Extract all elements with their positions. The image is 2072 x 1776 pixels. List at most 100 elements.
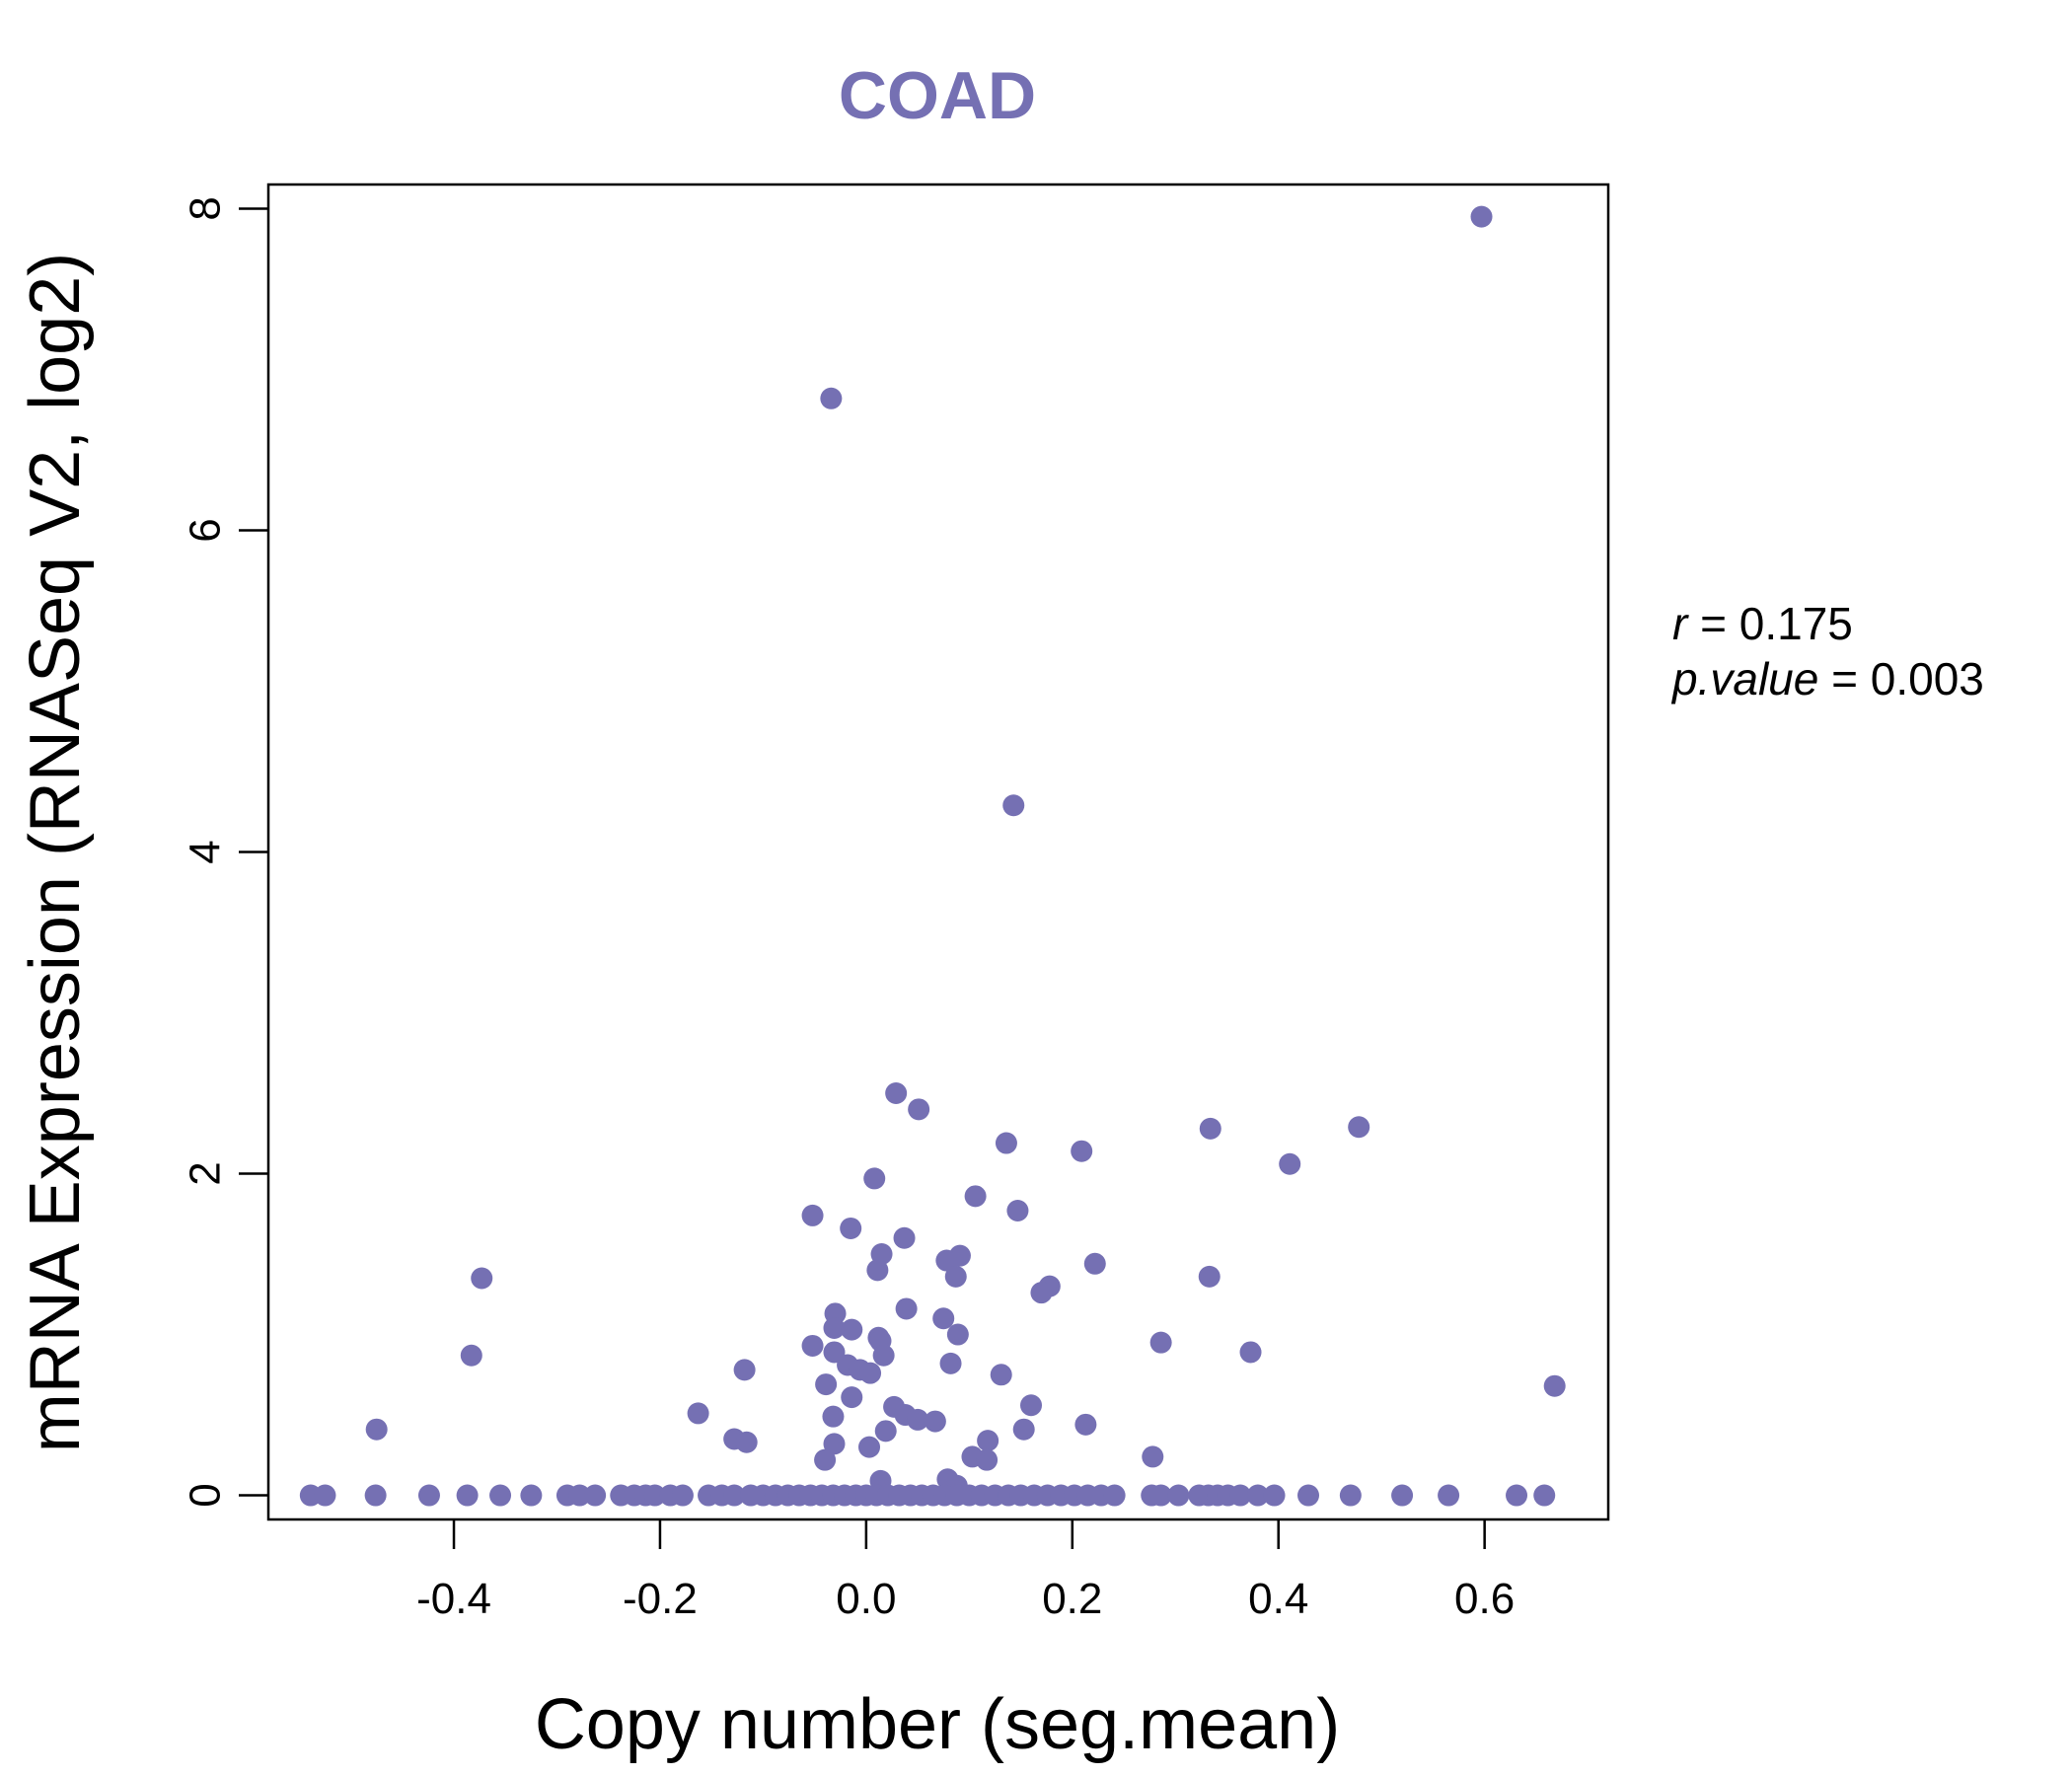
data-point: [1020, 1394, 1043, 1417]
data-point: [365, 1418, 388, 1441]
data-point: [1297, 1484, 1320, 1507]
data-point: [995, 1132, 1017, 1154]
data-point: [1506, 1484, 1528, 1507]
p-value: 0.003: [1871, 653, 1984, 704]
data-point: [520, 1484, 543, 1507]
data-point: [874, 1420, 897, 1443]
data-point: [907, 1408, 929, 1431]
data-point: [314, 1484, 336, 1507]
data-point: [939, 1352, 962, 1374]
data-point: [801, 1204, 824, 1226]
y-axis: 0 2 4 6 8: [181, 196, 268, 1508]
data-point: [1074, 1413, 1097, 1436]
data-point: [1167, 1484, 1190, 1507]
data-point: [1391, 1484, 1414, 1507]
data-point: [964, 1185, 987, 1208]
data-point: [456, 1484, 479, 1507]
chart-title: COAD: [839, 58, 1036, 133]
data-point: [1239, 1341, 1262, 1364]
data-point: [863, 1167, 886, 1190]
data-point: [687, 1402, 709, 1425]
data-point: [858, 1436, 881, 1458]
data-point: [1348, 1116, 1370, 1139]
data-point: [822, 1405, 845, 1428]
data-point: [932, 1307, 955, 1330]
data-points: [299, 205, 1566, 1507]
data-point: [893, 1226, 916, 1249]
data-point: [924, 1410, 946, 1433]
p-equals: =: [1831, 653, 1858, 704]
data-point: [814, 1448, 837, 1471]
data-point: [1149, 1484, 1172, 1507]
data-point: [866, 1259, 889, 1282]
data-point: [908, 1098, 930, 1121]
data-point: [1470, 205, 1493, 228]
y-axis-label: mRNA Expression (RNASeq V2, log2): [16, 253, 95, 1452]
data-point: [990, 1364, 1012, 1386]
r-value: 0.175: [1739, 598, 1853, 649]
data-point: [977, 1430, 999, 1452]
y-tick-label: 0: [181, 1483, 229, 1507]
p-label: p.value: [1670, 653, 1818, 704]
data-point: [1012, 1418, 1035, 1441]
data-point: [976, 1448, 999, 1471]
data-point: [1142, 1445, 1164, 1468]
data-point: [840, 1217, 862, 1239]
data-point: [643, 1484, 666, 1507]
data-point: [568, 1484, 591, 1507]
data-point: [1533, 1484, 1556, 1507]
data-point: [820, 387, 843, 409]
data-point: [1339, 1484, 1362, 1507]
pvalue-annotation: p.value = 0.003: [1670, 653, 1984, 704]
data-point: [1006, 1200, 1029, 1222]
data-point: [935, 1249, 958, 1272]
data-point: [723, 1484, 746, 1507]
x-axis: -0.4 -0.2 0.0 0.2 0.4 0.6: [416, 1519, 1515, 1623]
data-point: [841, 1318, 863, 1341]
data-point: [841, 1386, 863, 1409]
x-tick-label: -0.2: [623, 1575, 698, 1623]
r-label: r: [1672, 598, 1689, 649]
data-point: [872, 1344, 895, 1367]
data-point: [671, 1484, 694, 1507]
y-tick-label: 4: [181, 840, 229, 863]
data-point: [1071, 1140, 1093, 1162]
data-point: [885, 1082, 908, 1105]
data-point: [815, 1373, 838, 1396]
data-point: [735, 1431, 758, 1453]
x-tick-label: 0.6: [1454, 1575, 1515, 1623]
x-axis-label: Copy number (seg.mean): [535, 1685, 1340, 1764]
data-point: [1103, 1484, 1126, 1507]
data-point: [1438, 1484, 1460, 1507]
data-point: [417, 1484, 440, 1507]
data-point: [1083, 1252, 1106, 1275]
data-point: [823, 1317, 846, 1340]
y-tick-label: 2: [181, 1161, 229, 1185]
data-point: [946, 1323, 969, 1346]
data-point: [364, 1484, 387, 1507]
data-point: [801, 1334, 824, 1357]
data-point: [471, 1267, 493, 1290]
data-point: [895, 1297, 918, 1320]
data-point: [1198, 1265, 1221, 1288]
data-point: [1246, 1484, 1269, 1507]
data-point: [1543, 1374, 1566, 1397]
data-point: [1030, 1282, 1053, 1304]
data-point: [859, 1362, 882, 1384]
data-point: [823, 1433, 846, 1455]
data-point: [944, 1265, 967, 1288]
data-point: [1199, 1117, 1221, 1140]
data-point: [1279, 1152, 1301, 1175]
data-point: [1002, 794, 1025, 817]
data-point: [733, 1359, 756, 1381]
data-point: [1263, 1484, 1286, 1507]
x-tick-label: -0.4: [416, 1575, 491, 1623]
x-tick-label: 0.0: [836, 1575, 896, 1623]
r-equals: =: [1700, 598, 1727, 649]
data-point: [584, 1484, 607, 1507]
data-point: [489, 1484, 512, 1507]
x-tick-label: 0.4: [1248, 1575, 1308, 1623]
correlation-annotation: r = 0.175: [1672, 598, 1853, 649]
